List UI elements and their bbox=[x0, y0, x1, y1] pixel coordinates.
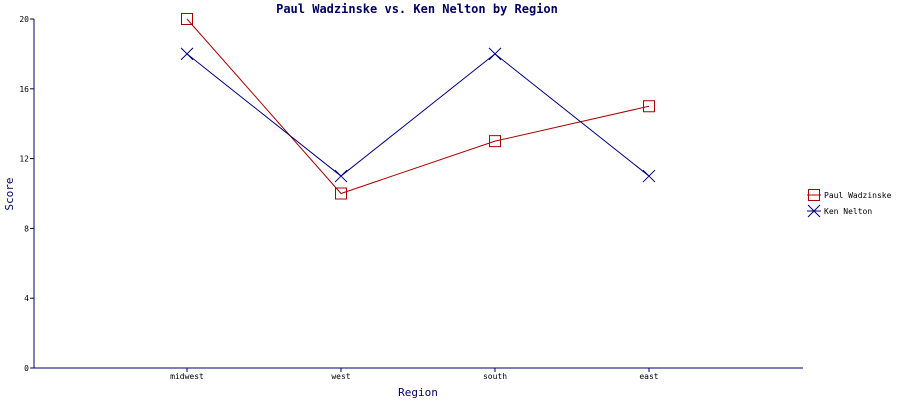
data-point bbox=[643, 100, 655, 113]
chart-title: Paul Wadzinske vs. Ken Nelton by Region bbox=[276, 2, 558, 16]
data-point bbox=[181, 13, 193, 25]
legend: Paul Wadzinske Ken Nelton bbox=[807, 189, 892, 218]
x-tick-label: midwest bbox=[170, 372, 204, 381]
y-axis-label: Score bbox=[3, 177, 16, 210]
series-line bbox=[186, 53, 650, 177]
axes: 0 4 8 12 16 20 midwest west south east bbox=[19, 15, 803, 381]
legend-marker bbox=[808, 189, 820, 201]
data-point bbox=[334, 169, 348, 183]
x-tick-label: east bbox=[639, 372, 658, 381]
y-tick-label: 12 bbox=[19, 155, 29, 164]
y-tick-label: 0 bbox=[24, 364, 29, 373]
data-point bbox=[488, 47, 502, 61]
legend-item: Paul Wadzinske bbox=[807, 189, 892, 201]
y-tick-label: 20 bbox=[19, 15, 29, 24]
data-point bbox=[642, 169, 656, 183]
data-point bbox=[335, 187, 347, 200]
legend-label: Paul Wadzinske bbox=[824, 191, 892, 200]
y-tick-label: 16 bbox=[19, 85, 29, 94]
legend-marker bbox=[807, 204, 821, 218]
x-tick-label: west bbox=[331, 372, 350, 381]
y-tick-label: 4 bbox=[24, 294, 29, 303]
x-axis-label: Region bbox=[398, 386, 438, 399]
series-paul-wadzinske bbox=[181, 13, 655, 200]
y-tick-label: 8 bbox=[24, 224, 29, 233]
legend-label: Ken Nelton bbox=[824, 207, 872, 216]
legend-item: Ken Nelton bbox=[807, 204, 872, 218]
series-ken-nelton bbox=[180, 47, 656, 183]
series-line bbox=[186, 18, 650, 195]
data-point bbox=[180, 47, 194, 61]
x-tick-label: south bbox=[483, 372, 507, 381]
data-point bbox=[489, 135, 501, 148]
series-layer bbox=[180, 13, 656, 200]
